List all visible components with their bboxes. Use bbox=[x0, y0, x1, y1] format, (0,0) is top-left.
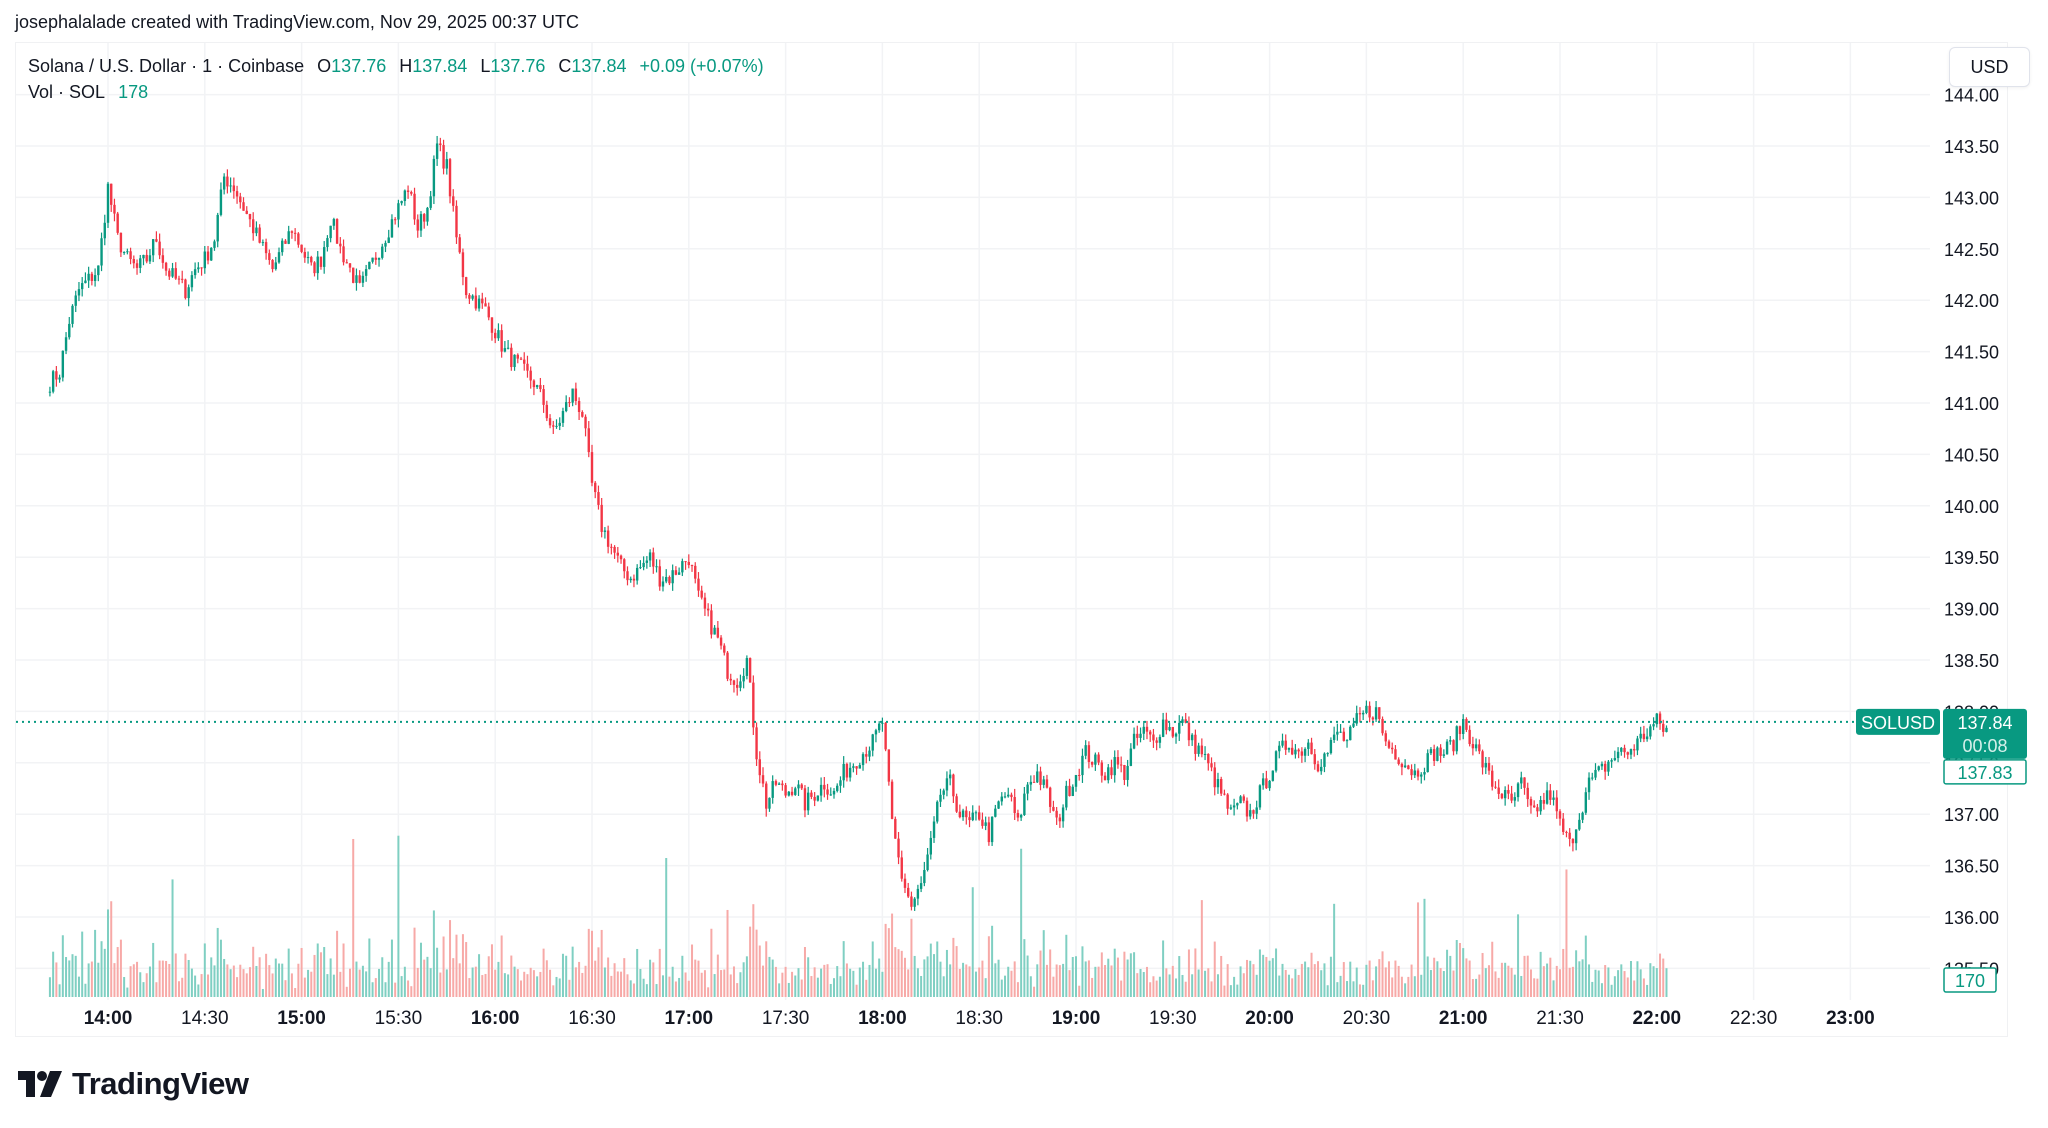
last-price-value: 137.84 bbox=[1957, 713, 2012, 733]
last-price-badge: 137.84 00:08 bbox=[1943, 708, 2027, 759]
change-value: +0.09 (+0.07%) bbox=[639, 56, 764, 76]
volume-bars bbox=[48, 835, 1668, 997]
time-axis-label: 19:30 bbox=[1149, 1008, 1197, 1029]
volume-value: 178 bbox=[118, 82, 149, 102]
chart-frame bbox=[15, 42, 2008, 1037]
low-label: L bbox=[480, 56, 491, 76]
time-axis-label: 15:00 bbox=[277, 1008, 326, 1029]
time-axis-label: 19:00 bbox=[1052, 1008, 1101, 1029]
price-axis-label: 140.00 bbox=[1944, 497, 1999, 517]
close-label: C bbox=[558, 56, 572, 76]
time-axis-label: 18:00 bbox=[858, 1008, 907, 1029]
symbol-price-tag: SOLUSD bbox=[1856, 708, 1940, 735]
currency-button[interactable]: USD bbox=[1949, 47, 2030, 87]
price-axis-label: 144.00 bbox=[1944, 86, 1999, 106]
tradingview-logo: TradingView bbox=[18, 1066, 249, 1102]
prev-close-badge: 137.83 bbox=[1943, 759, 2027, 785]
candles bbox=[48, 135, 1668, 911]
time-axis-label: 21:30 bbox=[1536, 1008, 1584, 1029]
time-axis-label: 14:00 bbox=[84, 1008, 133, 1029]
high-label: H bbox=[399, 56, 413, 76]
time-axis-label: 16:00 bbox=[471, 1008, 520, 1029]
svg-text:170: 170 bbox=[1955, 971, 1985, 991]
symbol-title[interactable]: Solana / U.S. Dollar · 1 · Coinbase bbox=[28, 56, 305, 76]
price-axis-label: 139.50 bbox=[1944, 548, 1999, 568]
time-axis-label: 18:30 bbox=[955, 1008, 1003, 1029]
tradingview-logo-text: TradingView bbox=[72, 1066, 249, 1101]
chart-credit: josephalalade created with TradingView.c… bbox=[15, 12, 580, 32]
price-axis-label: 139.00 bbox=[1944, 600, 1999, 620]
price-axis-label: 143.00 bbox=[1944, 188, 1999, 208]
svg-text:SOLUSD: SOLUSD bbox=[1861, 713, 1935, 733]
close-value: 137.84 bbox=[571, 56, 627, 76]
ohlc-row: Solana / U.S. Dollar · 1 · Coinbase O137… bbox=[28, 53, 764, 79]
time-axis-label: 16:30 bbox=[568, 1008, 616, 1029]
volume-row: Vol · SOL 178 bbox=[28, 79, 764, 105]
time-axis-label: 15:30 bbox=[375, 1008, 423, 1029]
time-axis-label: 21:00 bbox=[1439, 1008, 1488, 1029]
price-axis-label: 141.50 bbox=[1944, 343, 1999, 363]
price-axis-label: 143.50 bbox=[1944, 137, 1999, 157]
price-axis-label: 140.50 bbox=[1944, 445, 1999, 465]
time-axis-label: 22:30 bbox=[1730, 1008, 1778, 1029]
time-axis-label: 20:00 bbox=[1245, 1008, 1294, 1029]
price-axis-label: 142.00 bbox=[1944, 291, 1999, 311]
price-axis-label: 138.50 bbox=[1944, 651, 1999, 671]
open-label: O bbox=[317, 56, 332, 76]
svg-text:137.83: 137.83 bbox=[1957, 763, 2012, 783]
price-axis-label: 136.50 bbox=[1944, 857, 1999, 877]
time-axis-label: 22:00 bbox=[1632, 1008, 1681, 1029]
time-axis-label: 14:30 bbox=[181, 1008, 229, 1029]
price-axis-label: 137.00 bbox=[1944, 805, 1999, 825]
time-axis-label: 23:00 bbox=[1826, 1008, 1875, 1029]
open-value: 137.76 bbox=[331, 56, 387, 76]
time-axis-label: 20:30 bbox=[1343, 1008, 1391, 1029]
volume-label[interactable]: Vol · SOL bbox=[28, 82, 106, 102]
time-axis-label: 17:30 bbox=[762, 1008, 810, 1029]
price-axis-label: 136.00 bbox=[1944, 908, 1999, 928]
price-axis-label: 141.00 bbox=[1944, 394, 1999, 414]
high-value: 137.84 bbox=[412, 56, 468, 76]
volume-badge: 170 bbox=[1943, 967, 1997, 993]
bar-countdown: 00:08 bbox=[1962, 736, 2007, 756]
price-axis-label: 142.50 bbox=[1944, 240, 1999, 260]
chart-legend: Solana / U.S. Dollar · 1 · Coinbase O137… bbox=[28, 53, 764, 105]
time-axis-label: 17:00 bbox=[664, 1008, 713, 1029]
tradingview-logo-icon bbox=[18, 1071, 62, 1097]
low-value: 137.76 bbox=[490, 56, 546, 76]
